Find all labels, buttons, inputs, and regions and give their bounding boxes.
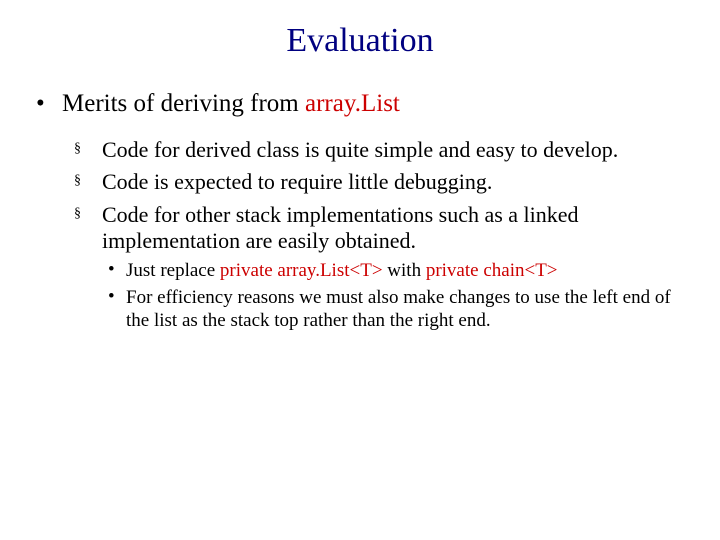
l3-0-hl2: private chain<T> (426, 260, 558, 281)
l3-0-mid: with (383, 260, 426, 281)
bullet-level2: § Code for other stack implementations s… (0, 202, 720, 255)
slide-title: Evaluation (0, 0, 720, 90)
l2-text-2: Code for other stack implementations suc… (102, 202, 680, 255)
section-bullet-icon: § (74, 137, 102, 161)
bullet-dot-icon: • (108, 287, 126, 308)
l1-highlight: array.List (305, 90, 400, 117)
l1-pre: Merits of deriving from (62, 90, 305, 117)
section-bullet-icon: § (74, 169, 102, 193)
bullet-dot-icon: • (108, 260, 126, 281)
section-bullet-icon: § (74, 202, 102, 226)
bullet-level2: § Code for derived class is quite simple… (0, 137, 720, 163)
bullet-level2: § Code is expected to require little deb… (0, 169, 720, 195)
l2-text-1: Code is expected to require little debug… (102, 169, 492, 195)
bullet-level3: • For efficiency reasons we must also ma… (0, 287, 720, 333)
bullet-level1: • Merits of deriving from array.List (0, 90, 720, 119)
l3-0-pre: Just replace (126, 260, 220, 281)
l3-text-0: Just replace private array.List<T> with … (126, 260, 558, 283)
bullet-level3: • Just replace private array.List<T> wit… (0, 260, 720, 283)
l1-text: Merits of deriving from array.List (62, 90, 400, 119)
l3-text-1: For efficiency reasons we must also make… (126, 287, 680, 333)
bullet-dot-icon: • (36, 90, 62, 118)
l2-text-0: Code for derived class is quite simple a… (102, 137, 618, 163)
l3-0-hl1: private array.List<T> (220, 260, 383, 281)
